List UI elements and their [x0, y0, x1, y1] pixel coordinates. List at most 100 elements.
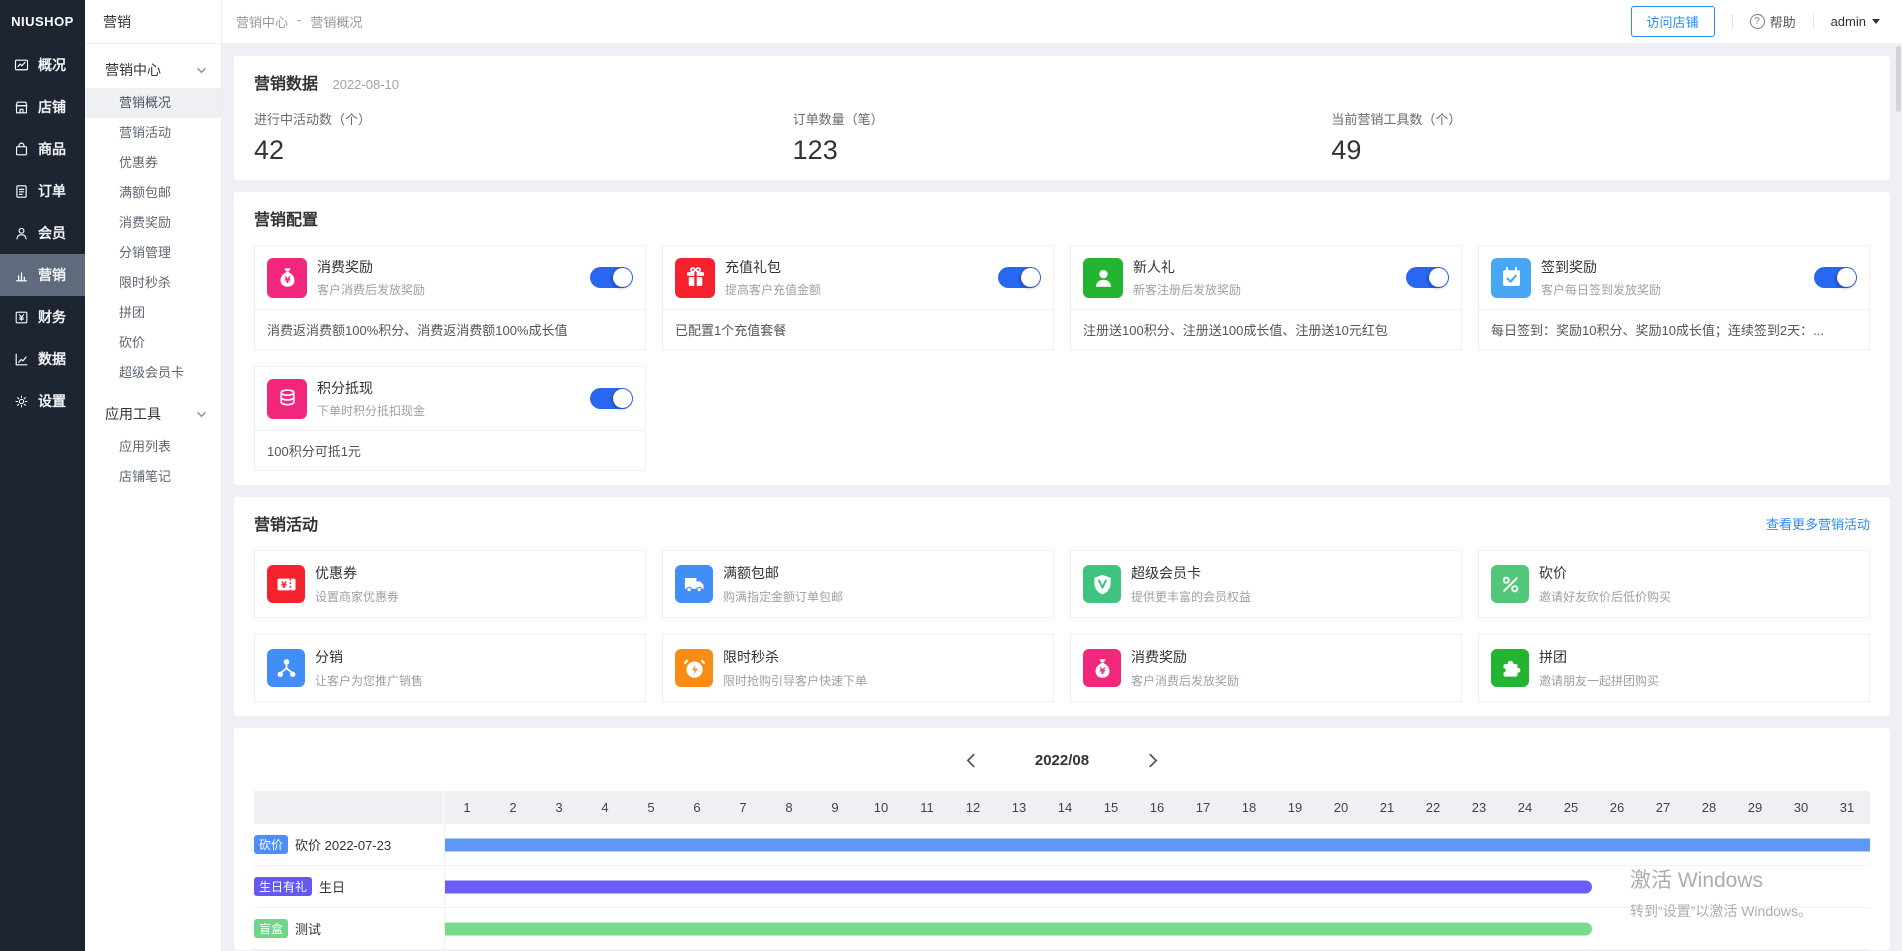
calendar-day: 15 [1103, 800, 1119, 815]
submenu-group-header[interactable]: 营销中心 [85, 44, 221, 88]
main-sidebar: NIUSHOP 概况 店铺 商品 订单 会员 营销 财务 数据 设置 [0, 0, 85, 951]
config-name: 充值礼包 [725, 259, 781, 275]
sidebar-item-marketing[interactable]: 营销 [0, 254, 85, 296]
submenu-title: 营销 [85, 0, 221, 44]
breadcrumb-root[interactable]: 营销中心 [236, 15, 289, 30]
marketing-icon [13, 267, 30, 284]
config-name: 签到奖励 [1541, 259, 1597, 275]
vip-icon [1083, 565, 1121, 603]
submenu-group-label: 营销中心 [105, 62, 161, 78]
submenu-item[interactable]: 超级会员卡 [119, 365, 185, 380]
coupon-icon: ¥ [267, 565, 305, 603]
marketing-activity-card: 营销活动 查看更多营销活动 ¥ 优惠券 设置商家优惠券 满额包邮 购满指定金额订… [234, 497, 1890, 716]
help-button[interactable]: ? 帮助 [1749, 12, 1796, 31]
submenu-item[interactable]: 应用列表 [119, 439, 172, 454]
gantt-row: 生日有礼 生日 [254, 866, 1870, 908]
breadcrumb-separator: - [297, 12, 302, 27]
stat-value: 123 [792, 135, 838, 165]
calendar-day: 5 [647, 800, 655, 815]
activity-name: 拼团 [1539, 649, 1567, 665]
submenu-item[interactable]: 砍价 [119, 335, 146, 350]
config-card[interactable]: ¥ 消费奖励 客户消费后发放奖励 消费返消费额100%积分、消费返消费额100%… [254, 245, 646, 350]
config-toggle[interactable] [1814, 267, 1857, 288]
stat-block: 进行中活动数（个） 42 [254, 109, 793, 166]
submenu-item[interactable]: 营销概况 [85, 88, 221, 118]
chevron-down-icon [1872, 19, 1880, 24]
activity-card[interactable]: 超级会员卡 提供更丰富的会员权益 [1070, 550, 1462, 618]
activity-card[interactable]: 砍价 邀请好友砍价后低价购买 [1478, 550, 1870, 618]
prev-month-button[interactable] [964, 753, 977, 768]
vertical-scrollbar[interactable] [1896, 46, 1901, 112]
toggle-knob [613, 389, 632, 408]
stat-block: 订单数量（笔） 123 [793, 109, 1332, 166]
sidebar-item-order[interactable]: 订单 [0, 170, 85, 212]
calendar-day: 13 [1011, 800, 1027, 815]
config-toggle[interactable] [590, 267, 633, 288]
calendar-day: 3 [555, 800, 563, 815]
activity-card[interactable]: 限时秒杀 限时抢购引导客户快速下单 [662, 634, 1054, 702]
calendar-days-header: 1 2 3 4 5 6 7 8 9 10 11 12 13 14 15 16 17 18 19 20 21 22 23 24 2… [254, 791, 1870, 824]
gantt-row: 砍价 砍价 2022-07-23 [254, 824, 1870, 866]
activity-name: 砍价 [1539, 565, 1567, 581]
activity-card[interactable]: ¥ 消费奖励 客户消费后发放奖励 [1070, 634, 1462, 702]
config-toggle[interactable] [590, 388, 633, 409]
sidebar-item-settings[interactable]: 设置 [0, 380, 85, 422]
sidebar-item-data[interactable]: 数据 [0, 338, 85, 380]
visit-store-button[interactable]: 访问店铺 [1630, 6, 1715, 37]
config-summary: 已配置1个充值套餐 [663, 309, 1053, 349]
topbar-divider [1812, 14, 1814, 29]
user-menu[interactable]: admin [1831, 14, 1880, 29]
config-toggle[interactable] [998, 267, 1041, 288]
config-summary: 注册送100积分、注册送100成长值、注册送10元红包 [1071, 309, 1461, 349]
config-summary: 100积分可抵1元 [255, 430, 645, 470]
activity-card[interactable]: 满额包邮 购满指定金额订单包邮 [662, 550, 1054, 618]
calendar-day: 9 [831, 800, 839, 815]
topbar-actions: 访问店铺 ? 帮助 admin [1630, 6, 1880, 37]
config-card[interactable]: 积分抵现 下单时积分抵扣现金 100积分可抵1元 [254, 366, 646, 471]
distribution-icon [267, 649, 305, 687]
config-card[interactable]: 新人礼 新客注册后发放奖励 注册送100积分、注册送100成长值、注册送10元红… [1070, 245, 1462, 350]
marketing-data-title: 营销数据 [254, 76, 319, 93]
submenu-item[interactable]: 分销管理 [119, 245, 172, 260]
config-card[interactable]: 充值礼包 提高客户充值金额 已配置1个充值套餐 [662, 245, 1054, 350]
signin-icon [1491, 257, 1531, 298]
calendar-day: 6 [693, 800, 701, 815]
sidebar-item-goods[interactable]: 商品 [0, 128, 85, 170]
submenu-item[interactable]: 营销活动 [119, 125, 172, 140]
config-toggle[interactable] [1406, 267, 1449, 288]
activity-description: 提供更丰富的会员权益 [1131, 590, 1252, 604]
submenu-group-header[interactable]: 应用工具 [85, 388, 221, 432]
sidebar-item-finance[interactable]: 财务 [0, 296, 85, 338]
calendar-day: 4 [601, 800, 609, 815]
submenu-item[interactable]: 消费奖励 [119, 215, 172, 230]
marketing-activity-title: 营销活动 [254, 517, 319, 534]
activity-card[interactable]: 拼团 邀请朋友一起拼团购买 [1478, 634, 1870, 702]
calendar-day: 31 [1839, 800, 1855, 815]
stat-label: 当前营销工具数（个） [1331, 112, 1462, 127]
main-area: 营销中心 - 营销概况 访问店铺 ? 帮助 admin 营销数据 [222, 0, 1902, 951]
more-activities-link[interactable]: 查看更多营销活动 [1765, 516, 1870, 532]
topbar-divider [1731, 14, 1733, 29]
config-summary: 每日签到：奖励10积分、奖励10成长值；连续签到2天：... [1479, 309, 1869, 349]
next-month-button[interactable] [1147, 753, 1160, 768]
activity-description: 客户消费后发放奖励 [1131, 674, 1240, 688]
toggle-knob [1837, 268, 1856, 287]
config-card[interactable]: 签到奖励 客户每日签到发放奖励 每日签到：奖励10积分、奖励10成长值；连续签到… [1478, 245, 1870, 350]
activity-label: 砍价 2022-07-23 [295, 838, 392, 853]
activity-description: 邀请朋友一起拼团购买 [1539, 674, 1660, 688]
submenu-item[interactable]: 满额包邮 [119, 185, 172, 200]
activity-description: 让客户为您推广销售 [315, 674, 424, 688]
submenu-item[interactable]: 店铺笔记 [119, 469, 172, 484]
sidebar-item-member[interactable]: 会员 [0, 212, 85, 254]
sidebar-item-shop[interactable]: 店铺 [0, 86, 85, 128]
config-name: 新人礼 [1133, 259, 1175, 275]
submenu-item[interactable]: 优惠券 [119, 155, 159, 170]
sidebar-item-overview[interactable]: 概况 [0, 44, 85, 86]
marketing-submenu: 营销 营销中心营销概况营销活动优惠券满额包邮消费奖励分销管理限时秒杀拼团砍价超级… [85, 0, 222, 951]
activity-card[interactable]: ¥ 优惠券 设置商家优惠券 [254, 550, 646, 618]
submenu-item[interactable]: 拼团 [119, 305, 146, 320]
activity-card[interactable]: 分销 让客户为您推广销售 [254, 634, 646, 702]
activity-name: 满额包邮 [723, 565, 779, 581]
submenu-item[interactable]: 限时秒杀 [119, 275, 172, 290]
toggle-knob [1429, 268, 1448, 287]
